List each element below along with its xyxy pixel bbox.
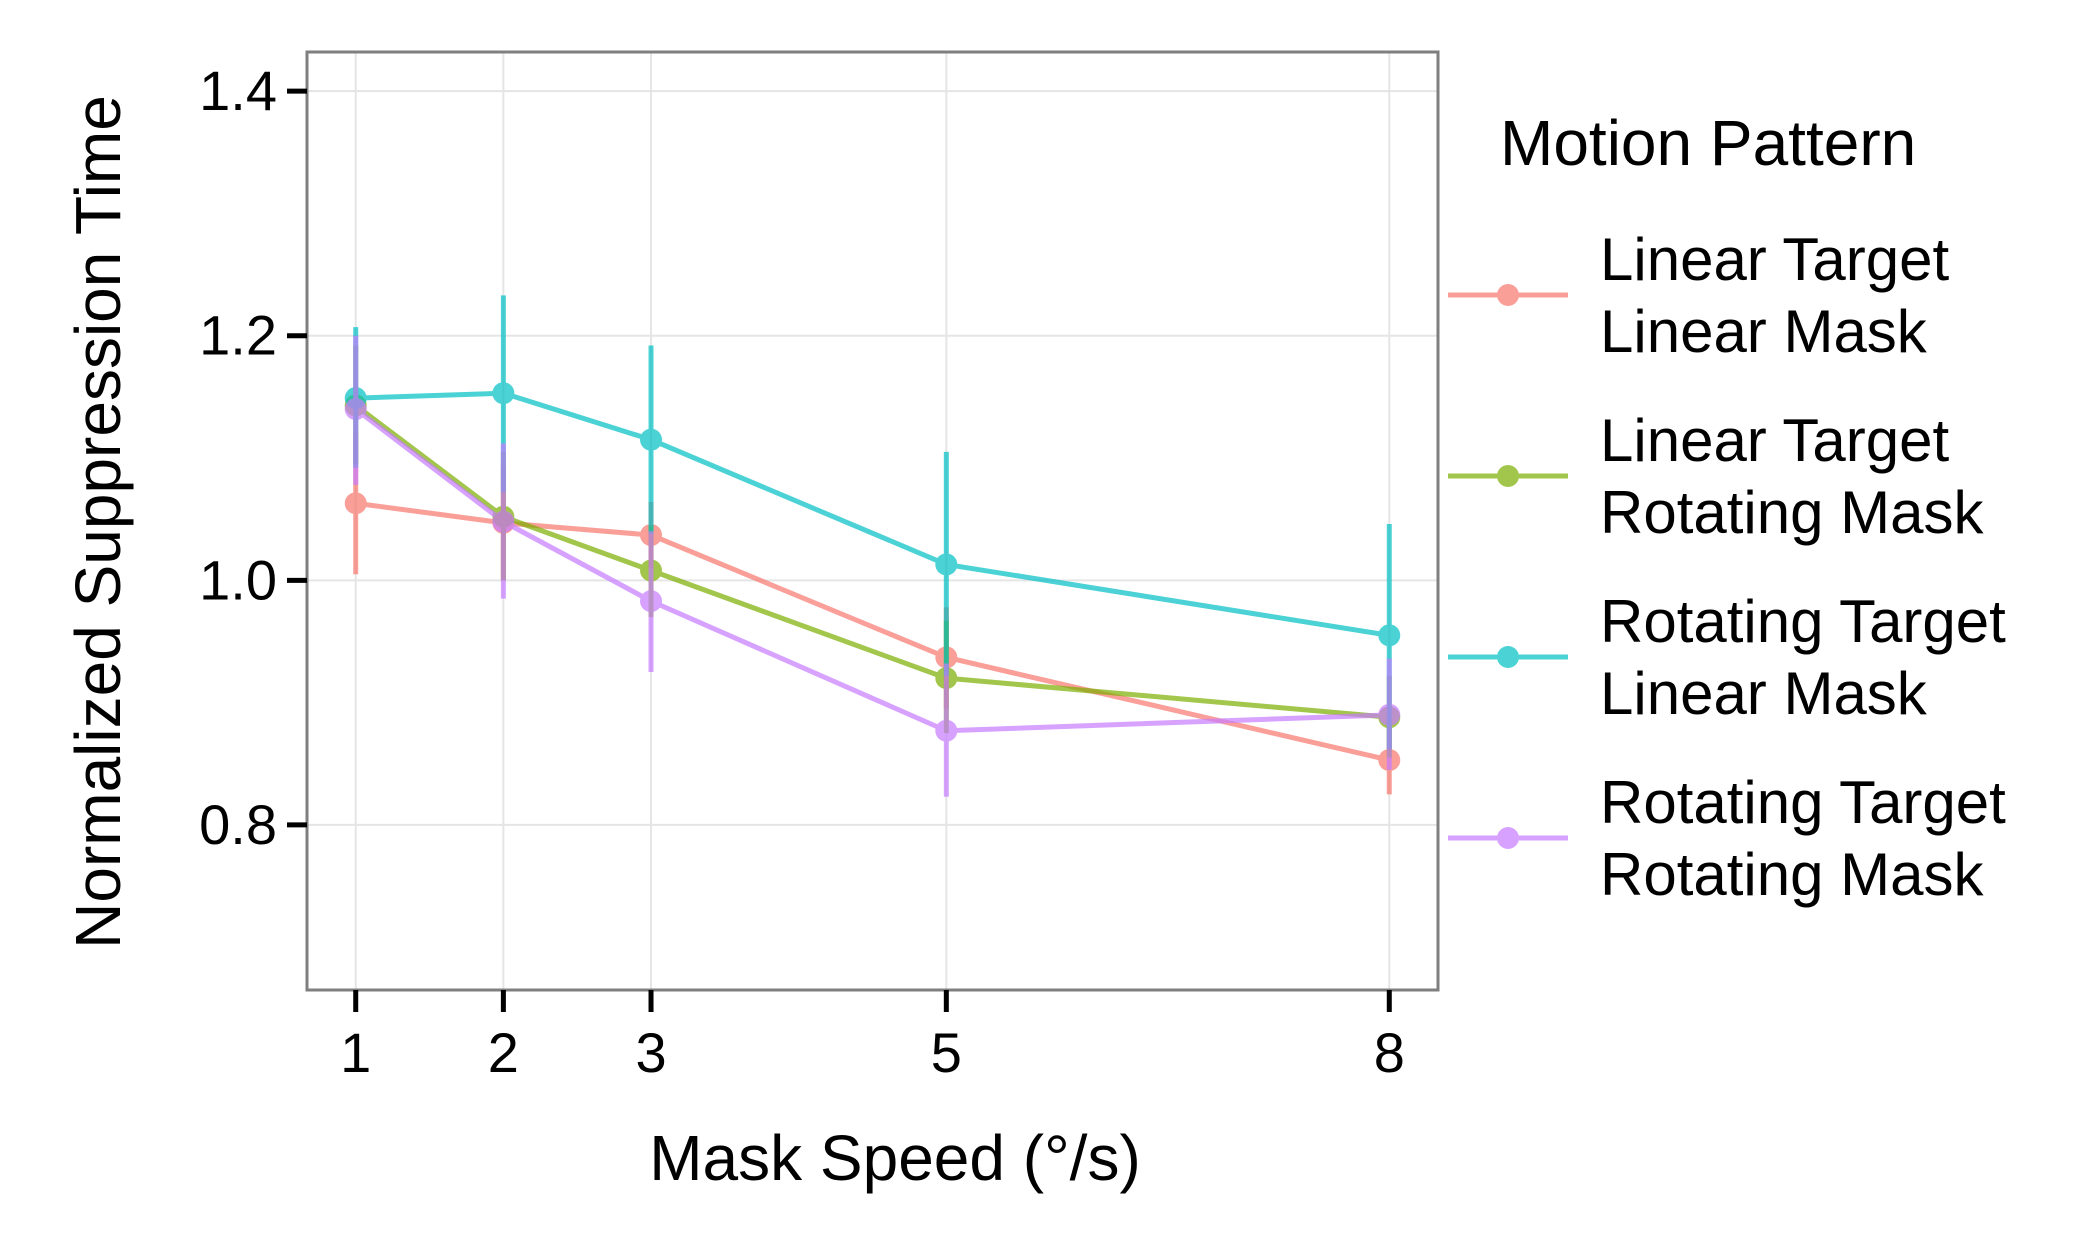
y-tick-label: 1.4 bbox=[199, 59, 277, 122]
y-tick-label: 0.8 bbox=[199, 793, 277, 856]
legend-label: Linear Target bbox=[1600, 226, 1949, 293]
y-axis: 0.8 1.0 1.2 1.4 bbox=[199, 59, 307, 856]
x-tick-label: 8 bbox=[1374, 1021, 1405, 1084]
legend-key-point bbox=[1497, 646, 1519, 668]
data-point bbox=[344, 398, 367, 421]
x-axis: 1 2 3 5 8 bbox=[340, 990, 1405, 1084]
legend-label: Rotating Mask bbox=[1600, 479, 1984, 546]
legend-label: Linear Mask bbox=[1600, 660, 1928, 727]
legend-key bbox=[1448, 465, 1568, 487]
y-tick-label: 1.0 bbox=[199, 548, 277, 611]
x-tick-label: 1 bbox=[340, 1021, 371, 1084]
data-point bbox=[640, 590, 663, 613]
legend-label: Linear Mask bbox=[1600, 298, 1928, 365]
data-point bbox=[1378, 703, 1401, 726]
legend-label: Rotating Mask bbox=[1600, 841, 1984, 908]
x-tick-label: 5 bbox=[931, 1021, 962, 1084]
data-point bbox=[640, 428, 663, 451]
legend-key-point bbox=[1497, 284, 1519, 306]
data-point bbox=[1378, 624, 1401, 647]
data-point bbox=[492, 382, 515, 405]
legend-key-point bbox=[1497, 465, 1519, 487]
plot-panel bbox=[305, 50, 1440, 992]
data-point bbox=[344, 492, 367, 515]
y-axis-title: Normalized Suppression Time bbox=[62, 95, 134, 949]
y-tick-label: 1.2 bbox=[199, 304, 277, 367]
x-tick-label: 3 bbox=[635, 1021, 666, 1084]
legend-label: Linear Target bbox=[1600, 407, 1949, 474]
legend-key-point bbox=[1497, 827, 1519, 849]
series-4 bbox=[344, 335, 1401, 797]
data-point bbox=[935, 553, 958, 576]
series-layer bbox=[344, 295, 1401, 797]
legend-key bbox=[1448, 827, 1568, 849]
legend-key bbox=[1448, 646, 1568, 668]
data-point bbox=[492, 510, 515, 533]
data-point bbox=[935, 719, 958, 742]
legend-label: Rotating Target bbox=[1600, 769, 2006, 836]
legend-label: Rotating Target bbox=[1600, 588, 2006, 655]
legend-key bbox=[1448, 284, 1568, 306]
x-axis-title: Mask Speed (°/s) bbox=[649, 1122, 1141, 1194]
legend-title: Motion Pattern bbox=[1500, 107, 1916, 179]
x-tick-label: 2 bbox=[488, 1021, 519, 1084]
